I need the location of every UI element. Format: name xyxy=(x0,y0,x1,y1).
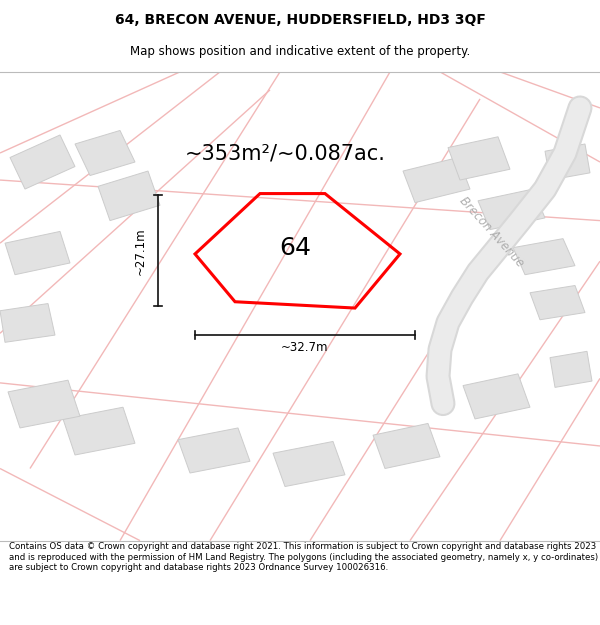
Text: ~27.1m: ~27.1m xyxy=(133,227,146,274)
Text: Brecon Avenue: Brecon Avenue xyxy=(457,194,527,270)
Polygon shape xyxy=(10,135,75,189)
Polygon shape xyxy=(5,231,70,275)
Polygon shape xyxy=(550,351,592,388)
Polygon shape xyxy=(463,374,530,419)
Polygon shape xyxy=(448,137,510,180)
Polygon shape xyxy=(478,189,545,229)
Text: Map shows position and indicative extent of the property.: Map shows position and indicative extent… xyxy=(130,45,470,58)
Polygon shape xyxy=(98,171,160,221)
Polygon shape xyxy=(273,441,345,486)
Polygon shape xyxy=(8,380,80,428)
Text: 64: 64 xyxy=(279,236,311,259)
Text: ~32.7m: ~32.7m xyxy=(281,341,329,354)
Polygon shape xyxy=(545,144,590,180)
Text: ~353m²/~0.087ac.: ~353m²/~0.087ac. xyxy=(185,143,385,163)
Polygon shape xyxy=(178,428,250,473)
Polygon shape xyxy=(63,408,135,455)
Polygon shape xyxy=(403,158,470,202)
Polygon shape xyxy=(513,239,575,275)
Polygon shape xyxy=(0,304,55,343)
Polygon shape xyxy=(530,286,585,320)
Text: 64, BRECON AVENUE, HUDDERSFIELD, HD3 3QF: 64, BRECON AVENUE, HUDDERSFIELD, HD3 3QF xyxy=(115,13,485,27)
Polygon shape xyxy=(75,131,135,176)
Polygon shape xyxy=(373,424,440,469)
Text: Contains OS data © Crown copyright and database right 2021. This information is : Contains OS data © Crown copyright and d… xyxy=(9,542,598,572)
